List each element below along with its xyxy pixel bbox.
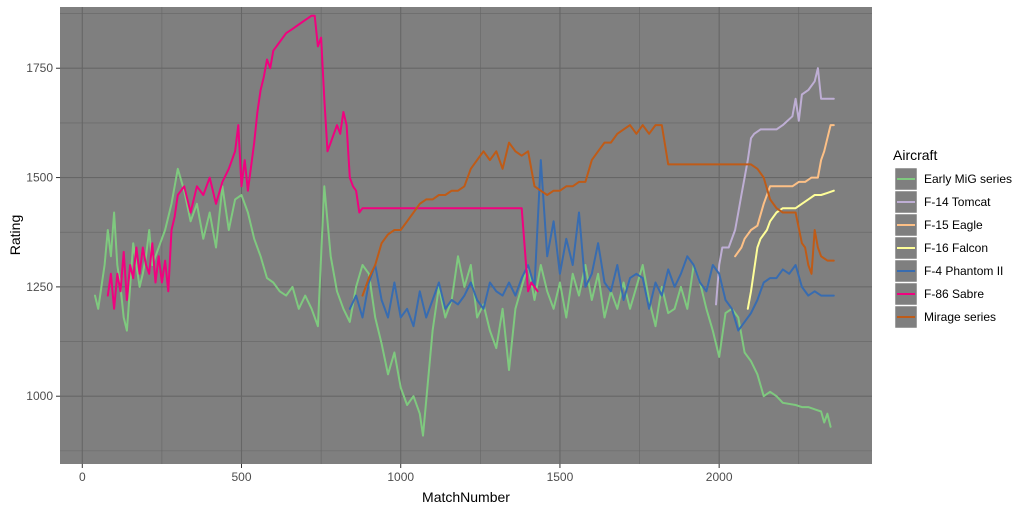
legend-label: F-4 Phantom II	[924, 264, 1003, 278]
plot-panel	[60, 7, 872, 464]
legend-label: F-15 Eagle	[924, 218, 983, 232]
legend: Aircraft Early MiG series F-14 Tomcat F-15…	[893, 147, 1012, 329]
series-line-f-14-tomcat	[715, 67, 835, 306]
y-tick-label: 1750	[26, 61, 53, 75]
legend-label: F-86 Sabre	[924, 287, 984, 301]
y-axis-ticks: 1000 1250 1500 1750	[26, 61, 60, 403]
x-tick-label: 0	[79, 470, 86, 484]
y-tick-label: 1500	[26, 171, 53, 185]
legend-label: Early MiG series	[924, 172, 1012, 186]
series-line-mirage-series	[361, 124, 835, 297]
x-axis-title: MatchNumber	[422, 489, 510, 505]
legend-label: F-16 Falcon	[924, 241, 988, 255]
y-axis-title: Rating	[7, 215, 23, 255]
legend-title: Aircraft	[893, 147, 937, 163]
minor-gridlines	[60, 7, 872, 464]
series-line-f-4-phantom-ii	[348, 159, 835, 332]
x-tick-label: 1500	[547, 470, 574, 484]
x-tick-label: 1000	[387, 470, 414, 484]
x-axis-ticks: 0 500 1000 1500 2000	[79, 464, 733, 484]
x-tick-label: 500	[231, 470, 251, 484]
y-tick-label: 1000	[26, 389, 53, 403]
legend-label: Mirage series	[924, 310, 996, 324]
series-line-f-15-eagle	[734, 124, 835, 258]
series-lines	[94, 14, 835, 437]
legend-label: F-14 Tomcat	[924, 195, 991, 209]
series-line-f-86-sabre	[106, 14, 539, 310]
y-tick-label: 1250	[26, 280, 53, 294]
x-tick-label: 2000	[706, 470, 733, 484]
